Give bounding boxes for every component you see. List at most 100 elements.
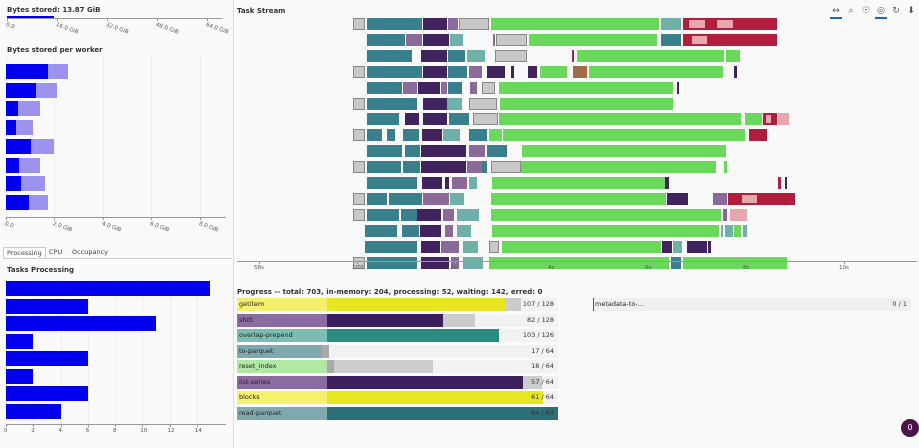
task-stream-bar[interactable] [389, 192, 407, 205]
hover-icon[interactable]: ◎ [875, 5, 887, 19]
task-stream-bar[interactable] [406, 33, 422, 46]
task-stream-bar[interactable] [482, 81, 495, 94]
wheel-zoom-icon[interactable]: ☉ [861, 6, 871, 16]
task-stream-bar[interactable] [492, 224, 719, 237]
task-stream-bar[interactable] [353, 192, 365, 205]
task-stream-bar[interactable] [724, 161, 727, 174]
save-icon[interactable]: ⬇ [907, 6, 915, 16]
task-stream-bar[interactable] [749, 129, 767, 142]
task-stream-bar[interactable] [529, 33, 657, 46]
task-stream-bar[interactable] [403, 161, 420, 174]
tab-processing[interactable]: Processing [3, 247, 46, 259]
task-stream-bar[interactable] [511, 65, 514, 78]
task-stream-bar[interactable] [459, 18, 489, 30]
task-stream-bar[interactable] [502, 240, 661, 253]
task-stream-bar[interactable] [353, 208, 365, 221]
task-stream-bar[interactable] [572, 49, 574, 62]
task-stream-bar[interactable] [473, 113, 498, 126]
task-stream-bar[interactable] [766, 115, 771, 124]
task-stream-bar[interactable] [367, 177, 417, 189]
task-stream-bar[interactable] [467, 49, 485, 62]
task-stream-plot[interactable] [237, 17, 917, 269]
task-stream-bar[interactable] [403, 129, 419, 142]
task-stream-bar[interactable] [417, 208, 441, 221]
task-stream-bar[interactable] [673, 240, 682, 253]
task-stream-bar[interactable] [500, 97, 673, 110]
task-stream-bar[interactable] [721, 224, 723, 237]
task-stream-bar[interactable] [734, 65, 737, 78]
task-stream-bar[interactable] [662, 240, 672, 253]
worker-stored-bar[interactable] [6, 176, 21, 192]
task-stream-bar[interactable] [405, 145, 420, 158]
task-stream-bar[interactable] [469, 129, 487, 142]
task-stream-bar[interactable] [463, 240, 478, 253]
task-stream-bar[interactable] [367, 49, 412, 62]
task-stream-bar[interactable] [521, 161, 716, 174]
task-stream-bar[interactable] [445, 224, 453, 237]
task-stream-bar[interactable] [728, 192, 795, 205]
tasks-processing-bar[interactable] [6, 386, 88, 401]
task-stream-bar[interactable] [457, 208, 479, 221]
task-stream-bar[interactable] [367, 33, 405, 46]
task-stream-bar[interactable] [540, 65, 567, 78]
task-stream-bar[interactable] [491, 18, 659, 30]
task-stream-bar[interactable] [470, 81, 477, 94]
task-stream-bar[interactable] [495, 49, 527, 62]
task-stream-bar[interactable] [441, 81, 447, 94]
task-stream-bar[interactable] [365, 240, 417, 253]
task-stream-bar[interactable] [353, 129, 365, 142]
task-stream-bar[interactable] [743, 224, 747, 237]
task-stream-bar[interactable] [745, 113, 762, 126]
task-stream-bar[interactable] [726, 49, 740, 62]
tasks-processing-bar[interactable] [6, 281, 211, 296]
task-stream-bar[interactable] [482, 161, 487, 174]
progress-row-getitem[interactable]: getitem 107 / 128 [237, 298, 558, 311]
task-stream-bar[interactable] [692, 35, 707, 44]
tasks-processing-bar[interactable] [6, 368, 34, 384]
task-stream-bar[interactable] [725, 224, 733, 237]
task-stream-bar[interactable] [489, 129, 502, 142]
task-stream-bar[interactable] [469, 65, 482, 78]
tasks-processing-bar[interactable] [6, 351, 88, 366]
task-stream-bar[interactable] [421, 49, 447, 62]
task-stream-bar[interactable] [448, 81, 462, 94]
task-stream-bar[interactable] [708, 240, 711, 253]
task-stream-bar[interactable] [367, 129, 382, 142]
task-stream-bar[interactable] [671, 256, 681, 269]
task-stream-bar[interactable] [499, 113, 741, 126]
task-stream-bar[interactable] [365, 224, 397, 237]
task-stream-bar[interactable] [496, 33, 527, 46]
task-stream-bar[interactable] [448, 18, 458, 30]
task-stream-bar[interactable] [445, 177, 449, 189]
task-stream-bar[interactable] [420, 224, 441, 237]
task-stream-bar[interactable] [742, 194, 757, 203]
task-stream-bar[interactable] [448, 49, 465, 62]
progress-row-shift[interactable]: shift 82 / 128 [237, 313, 558, 327]
task-stream-bar[interactable] [423, 192, 449, 205]
task-stream-bar[interactable] [447, 97, 462, 110]
task-stream-bar[interactable] [387, 129, 395, 142]
task-stream-bar[interactable] [573, 65, 587, 78]
task-stream-bar[interactable] [661, 33, 681, 46]
task-stream-bar[interactable] [577, 49, 724, 62]
task-stream-bar[interactable] [730, 208, 747, 221]
task-stream-bar[interactable] [778, 177, 781, 189]
task-stream-bar[interactable] [785, 177, 787, 189]
task-stream-bar[interactable] [367, 65, 422, 78]
task-stream-bar[interactable] [353, 97, 365, 110]
progress-row-overlap-prepend[interactable]: overlap-prepend 103 / 126 [237, 329, 558, 342]
task-stream-bar[interactable] [421, 240, 440, 253]
task-stream-bar[interactable] [469, 177, 477, 189]
task-stream-bar[interactable] [401, 208, 417, 221]
progress-row-list-series[interactable]: list-series 57 / 64 [237, 375, 558, 389]
task-stream-bar[interactable] [367, 256, 417, 269]
task-stream-bar[interactable] [353, 18, 365, 30]
task-stream-bar[interactable] [441, 240, 459, 253]
tasks-processing-bar[interactable] [6, 403, 61, 419]
task-stream-bar[interactable] [489, 256, 669, 269]
tasks-processing-plot[interactable] [6, 277, 226, 424]
task-stream-bar[interactable] [449, 113, 469, 126]
task-stream-bar[interactable] [469, 145, 485, 158]
worker-stored-bar[interactable] [6, 82, 37, 98]
task-stream-bar[interactable] [493, 33, 495, 46]
